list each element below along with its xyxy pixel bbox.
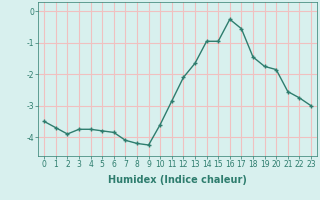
X-axis label: Humidex (Indice chaleur): Humidex (Indice chaleur) xyxy=(108,175,247,185)
